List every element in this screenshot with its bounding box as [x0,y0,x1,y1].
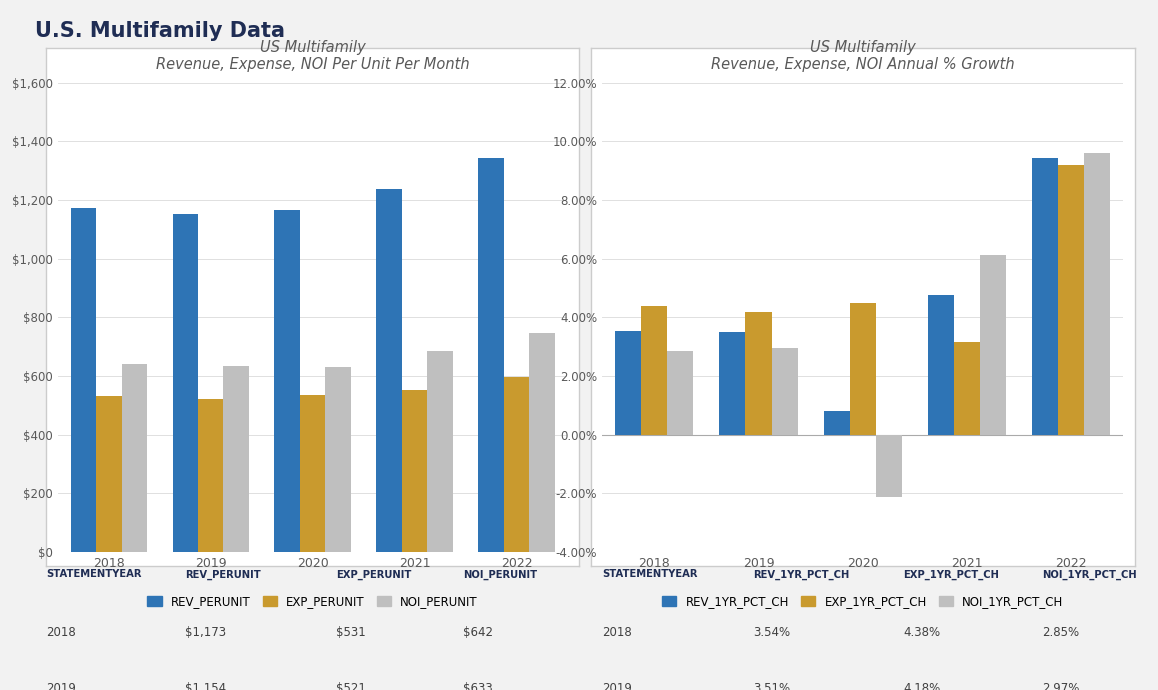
Text: NOI_PERUNIT: NOI_PERUNIT [463,569,537,580]
Text: 2018: 2018 [46,626,76,639]
Text: 2019: 2019 [602,682,632,690]
Bar [1058,165,1084,435]
Bar [875,435,902,497]
Bar [1084,153,1111,435]
Title: US Multifamily
Revenue, Expense, NOI Per Unit Per Month: US Multifamily Revenue, Expense, NOI Per… [156,39,469,72]
Bar [274,210,300,552]
Bar [96,396,122,552]
Text: 3.51%: 3.51% [753,682,790,690]
Bar [325,367,351,552]
Bar [615,331,642,435]
Bar [478,159,504,552]
Bar [122,364,147,552]
Bar [850,303,875,435]
Bar [71,208,96,552]
Bar [427,351,453,552]
Text: $531: $531 [336,626,366,639]
Text: EXP_1YR_PCT_CH: EXP_1YR_PCT_CH [903,569,999,580]
Bar [771,348,798,435]
Text: 4.38%: 4.38% [903,626,940,639]
Bar [642,306,667,435]
Text: $521: $521 [336,682,366,690]
Title: US Multifamily
Revenue, Expense, NOI Annual % Growth: US Multifamily Revenue, Expense, NOI Ann… [711,39,1014,72]
Text: $1,173: $1,173 [185,626,227,639]
Bar [667,351,694,435]
Text: STATEMENTYEAR: STATEMENTYEAR [46,569,141,579]
Bar [823,411,850,435]
Text: $633: $633 [463,682,493,690]
Bar [928,295,954,435]
Text: REV_1YR_PCT_CH: REV_1YR_PCT_CH [753,569,849,580]
Bar [980,255,1006,435]
Bar [719,332,746,435]
Bar [1032,158,1058,435]
Bar [402,390,427,552]
Text: U.S. Multifamily Data: U.S. Multifamily Data [35,21,285,41]
Bar [300,395,325,552]
Text: $642: $642 [463,626,493,639]
Bar [529,333,555,552]
Text: NOI_1YR_PCT_CH: NOI_1YR_PCT_CH [1042,569,1137,580]
Text: REV_PERUNIT: REV_PERUNIT [185,569,261,580]
Bar [223,366,249,552]
Bar [954,342,980,435]
Bar [376,188,402,552]
Text: $1,154: $1,154 [185,682,227,690]
Bar [198,400,223,552]
Text: 3.54%: 3.54% [753,626,790,639]
Text: 2.85%: 2.85% [1042,626,1079,639]
Legend: REV_PERUNIT, EXP_PERUNIT, NOI_PERUNIT: REV_PERUNIT, EXP_PERUNIT, NOI_PERUNIT [144,592,482,612]
Bar [504,377,529,552]
Text: 4.18%: 4.18% [903,682,940,690]
Text: 2018: 2018 [602,626,632,639]
Legend: REV_1YR_PCT_CH, EXP_1YR_PCT_CH, NOI_1YR_PCT_CH: REV_1YR_PCT_CH, EXP_1YR_PCT_CH, NOI_1YR_… [659,592,1067,612]
Bar [746,312,771,435]
Text: EXP_PERUNIT: EXP_PERUNIT [336,569,411,580]
Text: STATEMENTYEAR: STATEMENTYEAR [602,569,697,579]
Text: 2.97%: 2.97% [1042,682,1079,690]
Bar [173,214,198,552]
Text: 2019: 2019 [46,682,76,690]
